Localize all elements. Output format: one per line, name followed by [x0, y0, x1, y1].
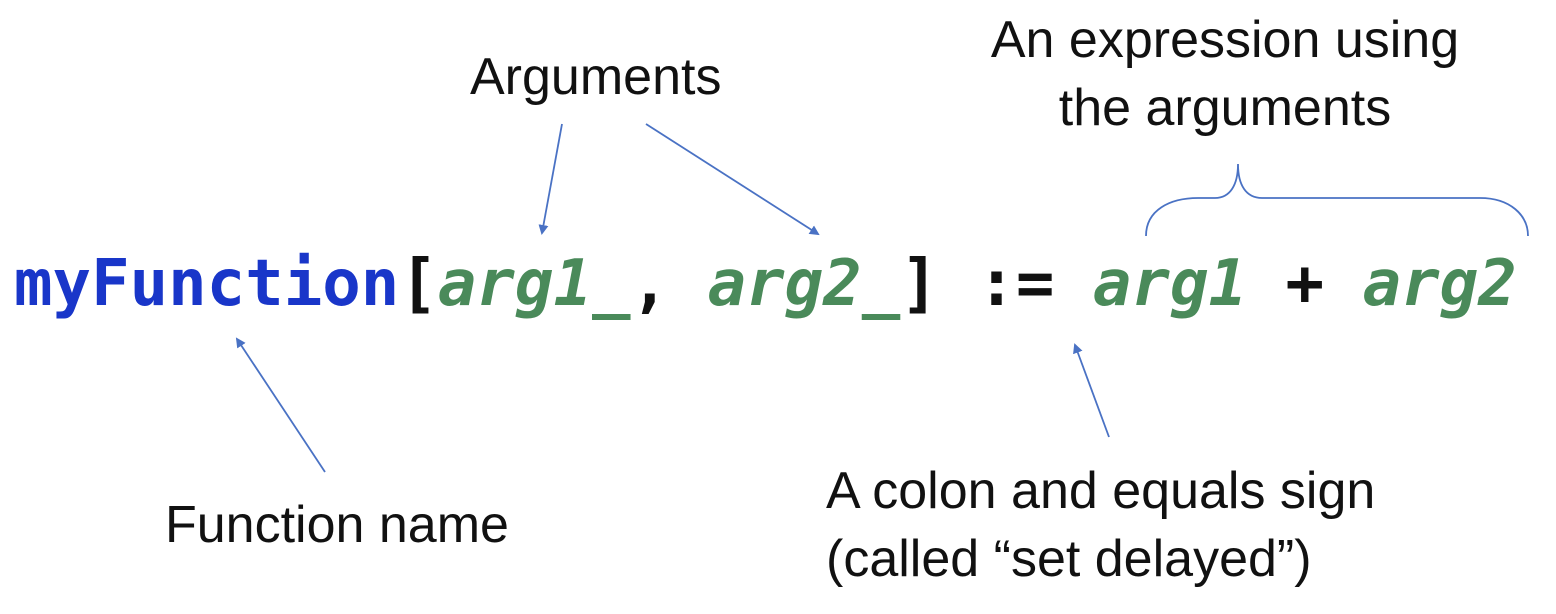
arrow-to-function-name: [235, 337, 326, 473]
expression-label-line2: the arguments: [1058, 78, 1392, 137]
function-name-token: myFunction: [14, 247, 400, 321]
arg1-pattern-token: arg1_: [437, 247, 631, 321]
set-delayed-label-line1: A colon and equals sign: [826, 462, 1376, 520]
arrow-to-arg1-pattern: [538, 123, 563, 235]
function-name-label-text: Function name: [165, 496, 509, 554]
close-bracket-token: ]: [900, 247, 939, 321]
expression-label-line1: An expression using: [990, 11, 1460, 69]
plus-token: +: [1247, 247, 1363, 321]
function-name-label: Function name: [165, 492, 509, 560]
arguments-label-text: Arguments: [470, 48, 722, 106]
set-delayed-label-line2: (called “set delayed”): [826, 529, 1312, 588]
arguments-label: Arguments: [470, 44, 721, 112]
expression-brace: [1145, 163, 1529, 237]
set-delayed-token: :=: [938, 247, 1093, 321]
arg2-token: arg2: [1362, 247, 1517, 321]
open-bracket-token: [: [399, 247, 438, 321]
expression-label: An expression using the arguments: [970, 7, 1480, 142]
arrow-to-set-delayed: [1073, 343, 1110, 438]
arg2-pattern-token: arg2_: [707, 247, 901, 321]
function-definition-code: myFunction[arg1_, arg2_] := arg1 + arg2: [14, 252, 1517, 316]
arg1-token: arg1: [1092, 247, 1247, 321]
set-delayed-label: A colon and equals sign (called “set del…: [826, 458, 1375, 593]
comma-token: ,: [630, 247, 708, 321]
arrow-to-arg2-pattern: [645, 123, 820, 236]
